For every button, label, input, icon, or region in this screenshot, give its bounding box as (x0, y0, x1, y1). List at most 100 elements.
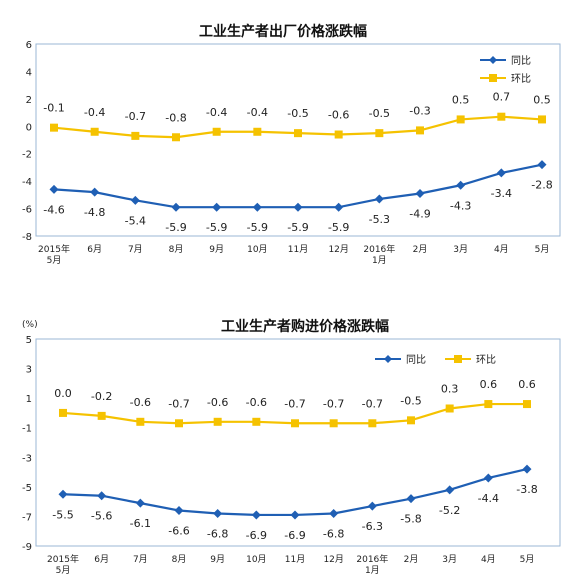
data-point (329, 508, 339, 518)
x-tick-label: 4月 (494, 244, 509, 255)
data-label: -0.5 (400, 394, 421, 407)
data-point (294, 129, 302, 138)
data-label: -0.6 (246, 396, 267, 409)
data-point (445, 485, 455, 495)
data-point (416, 126, 424, 135)
purchase-price-chart: 工业生产者购进价格涨跌幅 (%) 5 3 1 -1 -3 -5 -7 -9 2015年 5月 6月… (22, 318, 561, 576)
data-label: -5.6 (91, 510, 112, 523)
data-point (407, 416, 415, 425)
data-label: -4.3 (450, 199, 471, 212)
data-label: -4.9 (409, 207, 430, 220)
data-point (290, 510, 300, 520)
data-label: -0.4 (206, 106, 227, 119)
plot-area (35, 338, 561, 547)
data-label: -0.8 (165, 111, 186, 124)
data-label: -0.7 (168, 397, 189, 410)
data-label: 0.5 (533, 93, 551, 106)
data-label: -4.4 (478, 492, 499, 505)
data-point (58, 489, 68, 499)
series-layer: -5.5 -5.6 -6.1 -6.6 -6.8 -6.9 -6.9 -6.8 -6.3 -5.8… (52, 378, 537, 542)
y-tick-label: -8 (22, 232, 32, 243)
x-tick-label: 7月 (128, 244, 143, 255)
data-point (212, 202, 222, 212)
data-label: -5.8 (400, 513, 421, 526)
data-point (135, 498, 145, 508)
y-tick-label: -9 (22, 542, 32, 553)
data-point (484, 400, 493, 409)
data-label: -3.8 (516, 483, 537, 496)
y-tick-label: -7 (22, 512, 32, 523)
x-tick-label: 2016年 1月 (356, 553, 388, 576)
data-label: -5.9 (247, 221, 268, 234)
legend-label: 环比 (476, 354, 496, 366)
x-axis: 2015年 5月 6月 7月 8月 9月 10月 11月 12月 2016年 1月 2月 3月 4月 5月 (47, 553, 534, 576)
data-point (90, 187, 100, 197)
data-label: -4.8 (84, 206, 105, 219)
data-label: -4.6 (43, 203, 64, 216)
data-point (375, 129, 384, 138)
x-tick-label: 6月 (94, 554, 109, 565)
data-point (136, 417, 145, 426)
y-tick-label: -1 (22, 424, 32, 435)
data-label: -6.1 (130, 517, 151, 530)
data-label: -0.7 (323, 397, 344, 410)
legend-marker (489, 56, 497, 64)
data-point (334, 202, 344, 212)
x-tick-label: 10月 (246, 554, 266, 565)
legend-label: 环比 (511, 73, 531, 85)
data-point (415, 188, 425, 198)
x-tick-label: 3月 (442, 554, 457, 565)
series-layer: -4.6 -4.8 -5.4 -5.9 -5.9 -5.9 -5.9 -5.9 -5.3 -4.9… (43, 91, 552, 235)
data-label: -5.5 (52, 508, 73, 521)
data-label: -5.9 (328, 221, 349, 234)
data-point (456, 180, 466, 190)
y-tick-label: -4 (22, 177, 32, 188)
data-label: -3.4 (491, 187, 512, 200)
y-tick-label: 4 (26, 67, 32, 78)
x-tick-label: 5月 (535, 244, 550, 255)
y-tick-label: 2 (26, 95, 32, 106)
data-label: -6.8 (207, 527, 228, 540)
legend-marker (454, 355, 462, 363)
legend-marker (384, 355, 392, 363)
data-label: 0.0 (54, 387, 72, 400)
data-label: -0.5 (287, 107, 308, 120)
data-label: -5.9 (206, 221, 227, 234)
data-label: -6.8 (323, 527, 344, 540)
data-point (252, 202, 262, 212)
data-point (97, 411, 106, 420)
y-tick-label: 6 (26, 40, 32, 51)
data-point (49, 184, 59, 194)
x-tick-label: 11月 (288, 244, 308, 255)
data-point (171, 202, 181, 212)
data-label: -5.9 (165, 221, 186, 234)
data-label: -0.4 (247, 106, 268, 119)
x-tick-label: 8月 (172, 554, 187, 565)
y-axis: 6 4 2 0 -2 -4 -6 -8 (22, 40, 32, 243)
data-label: -5.4 (125, 214, 146, 227)
data-point (59, 408, 67, 417)
data-point (483, 473, 493, 483)
x-tick-label: 2015年 5月 (47, 553, 79, 576)
x-tick-label: 9月 (209, 244, 224, 255)
x-axis: 2015年 5月 6月 7月 8月 9月 10月 11月 12月 2016年 1月 2月 3月 4月 5月 (38, 243, 549, 266)
x-tick-label: 2016年 1月 (363, 243, 395, 266)
data-point (329, 419, 338, 428)
data-point (367, 501, 377, 511)
data-label: -6.3 (362, 520, 383, 533)
data-label: -5.3 (369, 213, 390, 226)
y-tick-label: 5 (26, 335, 32, 346)
legend: 同比环比 (375, 354, 496, 366)
data-label: -0.2 (91, 390, 112, 403)
data-point (90, 127, 99, 136)
x-tick-label: 2月 (413, 244, 428, 255)
data-label: -0.1 (43, 102, 64, 115)
data-point (213, 508, 223, 518)
y-tick-label: 1 (26, 394, 32, 405)
data-point (252, 417, 261, 426)
data-point (496, 168, 506, 178)
data-label: -0.6 (130, 396, 151, 409)
x-tick-label: 12月 (323, 554, 343, 565)
